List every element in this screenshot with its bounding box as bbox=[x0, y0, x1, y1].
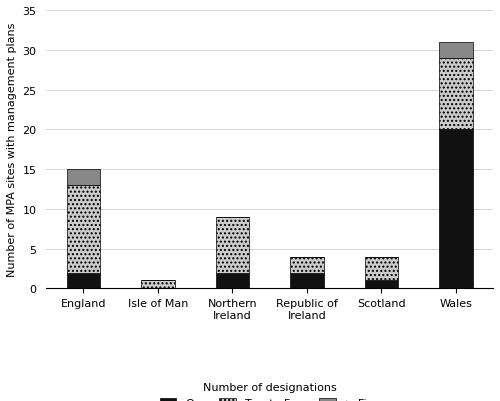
Bar bbox=[66, 273, 100, 289]
Bar bbox=[216, 273, 249, 289]
Legend: One, Two to Four, ≥ Five: One, Two to Four, ≥ Five bbox=[155, 378, 384, 401]
Bar bbox=[364, 257, 398, 281]
Bar bbox=[290, 257, 324, 273]
Bar bbox=[364, 281, 398, 289]
Bar bbox=[66, 186, 100, 273]
Bar bbox=[66, 170, 100, 186]
Bar bbox=[439, 59, 473, 130]
Y-axis label: Number of MPA sites with management plans: Number of MPA sites with management plan… bbox=[7, 23, 17, 277]
Bar bbox=[439, 130, 473, 289]
Bar bbox=[216, 217, 249, 273]
Bar bbox=[290, 273, 324, 289]
Bar bbox=[141, 281, 174, 289]
Bar bbox=[439, 43, 473, 59]
